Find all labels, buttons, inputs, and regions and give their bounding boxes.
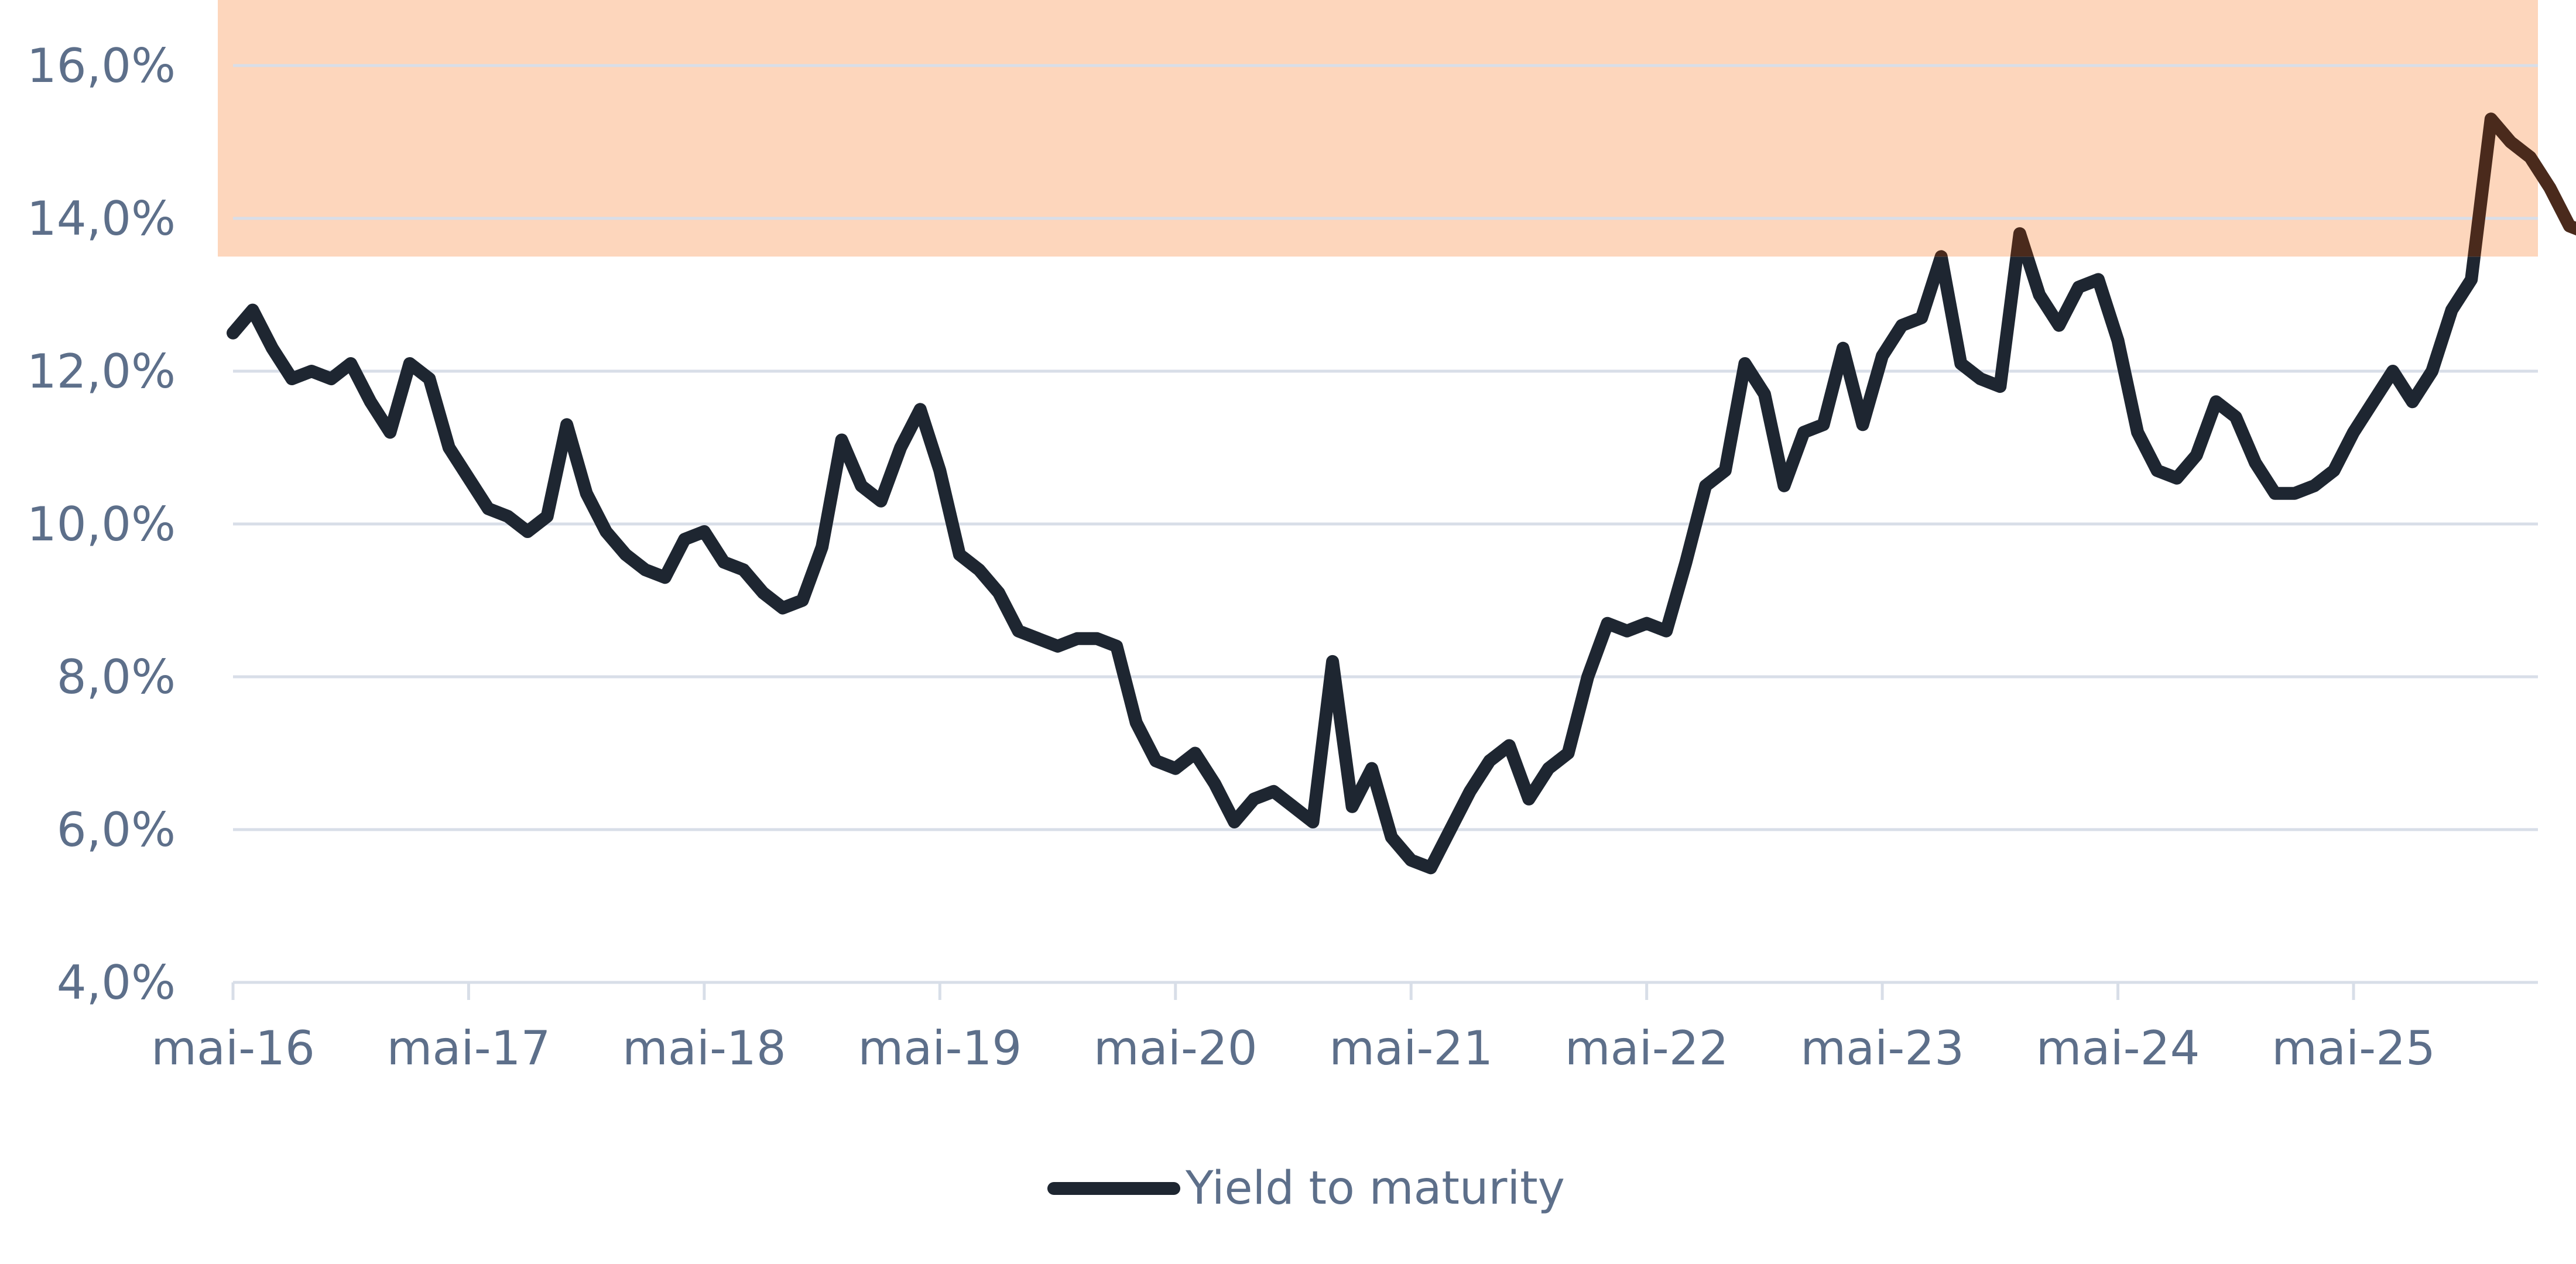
y-tick-label: 4,0% bbox=[57, 955, 176, 1010]
x-tick-label: mai-17 bbox=[387, 1021, 551, 1075]
x-axis: mai-16 mai-17 mai-18 mai-19 mai-20 mai-21 mai-… bbox=[151, 981, 2538, 1075]
series-yield-to-maturity bbox=[227, 112, 2576, 875]
legend: Yield to maturity bbox=[1047, 1162, 1565, 1215]
series-line bbox=[227, 256, 2481, 875]
x-tick-label: mai-20 bbox=[1094, 1021, 1258, 1075]
x-tick-label: mai-25 bbox=[2272, 1021, 2435, 1075]
x-tick-label: mai-24 bbox=[2036, 1021, 2200, 1075]
y-tick-label: 8,0% bbox=[57, 650, 176, 704]
y-axis: 4,0% 6,0% 8,0% 10,0% 12,0% 14,0% 16,0% bbox=[27, 39, 176, 1010]
gridlines bbox=[233, 64, 2538, 831]
y-tick-label: 14,0% bbox=[27, 191, 176, 246]
x-tick-label: mai-18 bbox=[622, 1021, 786, 1075]
y-tick-label: 10,0% bbox=[27, 497, 176, 551]
y-tick-label: 16,0% bbox=[27, 39, 176, 93]
x-tick-label: mai-19 bbox=[858, 1021, 1022, 1075]
highlight-band bbox=[218, 0, 2538, 257]
x-tick-label: mai-21 bbox=[1329, 1021, 1493, 1075]
x-tick-label: mai-23 bbox=[1800, 1021, 1964, 1075]
x-tick-label: mai-16 bbox=[151, 1021, 315, 1075]
x-tick-label: mai-22 bbox=[1565, 1021, 1729, 1075]
y-tick-label: 6,0% bbox=[57, 803, 176, 857]
legend-label: Yield to maturity bbox=[1185, 1162, 1565, 1215]
y-tick-label: 12,0% bbox=[27, 344, 176, 399]
